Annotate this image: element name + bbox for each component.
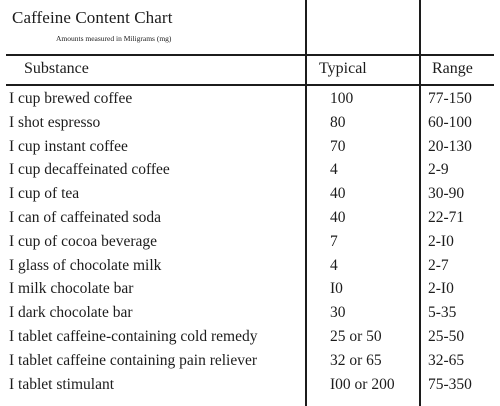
range-cell: 30-90 (428, 185, 465, 203)
page-title: Caffeine Content Chart (12, 8, 173, 27)
table-row: I milk chocolate bar I0 2-I0 (0, 278, 500, 302)
typical-cell: 40 (330, 208, 346, 226)
substance-cell: I cup decaffeinated coffee (9, 161, 170, 179)
substance-cell: I tablet caffeine-containing cold remedy (9, 327, 258, 345)
column-header-typical: Typical (319, 60, 367, 77)
header-rule (6, 54, 494, 56)
range-cell: 2-7 (428, 256, 449, 274)
substance-cell: I can of caffeinated soda (9, 208, 162, 226)
table-row: I cup of tea 40 30-90 (0, 183, 500, 207)
typical-cell: 100 (330, 90, 354, 107)
column-header-substance: Substance (24, 60, 89, 77)
typical-cell: 4 (330, 161, 338, 179)
range-cell: 32-65 (428, 351, 465, 369)
substance-cell: I cup instant coffee (9, 137, 128, 155)
typical-cell: 25 or 50 (330, 327, 382, 345)
range-cell: 20-130 (428, 137, 472, 155)
range-cell: 22-71 (428, 208, 465, 226)
substance-cell: I tablet stimulant (9, 375, 115, 393)
table-row: I glass of chocolate milk 4 2-7 (0, 255, 500, 279)
range-cell: 2-9 (428, 161, 449, 179)
table-row: I cup of cocoa beverage 7 2-I0 (0, 231, 500, 255)
typical-cell: I0 (330, 280, 343, 298)
typical-cell: 4 (330, 256, 338, 274)
typical-cell: I00 or 200 (330, 375, 395, 393)
table-row: I cup decaffeinated coffee 4 2-9 (0, 159, 500, 183)
substance-cell: I cup of cocoa beverage (9, 232, 158, 250)
typical-cell: 70 (330, 137, 346, 155)
column-header-rule (6, 84, 494, 86)
range-cell: 25-50 (428, 327, 465, 345)
range-cell: 75-350 (428, 375, 472, 393)
column-divider-typical (305, 0, 307, 406)
table-row: I shot espresso 80 60-100 (0, 112, 500, 136)
substance-cell: I milk chocolate bar (9, 280, 134, 298)
table-row: I cup brewed coffee 100 77-150 (0, 88, 500, 112)
table-row: I cup instant coffee 70 20-130 (0, 136, 500, 160)
table-row: I tablet caffeine-containing cold remedy… (0, 326, 500, 350)
typical-cell: 40 (330, 185, 346, 203)
substance-cell: I glass of chocolate milk (9, 256, 162, 274)
substance-cell: I shot espresso (9, 113, 101, 131)
range-cell: 77-150 (428, 90, 472, 107)
table-row: I tablet caffeine containing pain reliev… (0, 350, 500, 374)
page-subtitle: Amounts measured in Miligrams (mg) (56, 34, 172, 43)
typical-cell: 7 (330, 232, 338, 250)
table-row: I tablet stimulant I00 or 200 75-350 (0, 374, 500, 398)
substance-cell: I tablet caffeine containing pain reliev… (9, 351, 258, 369)
typical-cell: 30 (330, 304, 346, 322)
column-header-range: Range (432, 60, 473, 77)
range-cell: 2-I0 (428, 280, 454, 298)
table-row: I dark chocolate bar 30 5-35 (0, 302, 500, 326)
typical-cell: 32 or 65 (330, 351, 382, 369)
column-divider-range (419, 0, 421, 406)
table-row: I can of caffeinated soda 40 22-71 (0, 207, 500, 231)
table-body: I cup brewed coffee 100 77-150 I shot es… (0, 88, 500, 397)
substance-cell: I dark chocolate bar (9, 304, 133, 322)
substance-cell: I cup brewed coffee (9, 90, 133, 107)
typical-cell: 80 (330, 113, 346, 131)
substance-cell: I cup of tea (9, 185, 80, 203)
range-cell: 60-100 (428, 113, 472, 131)
range-cell: 5-35 (428, 304, 457, 322)
range-cell: 2-I0 (428, 232, 454, 250)
